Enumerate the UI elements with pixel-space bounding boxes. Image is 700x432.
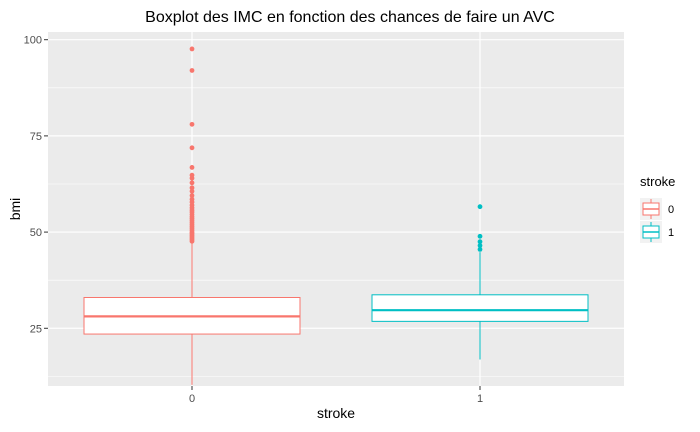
legend-entry-0: 0 bbox=[640, 198, 674, 220]
box-iqr bbox=[371, 294, 589, 322]
outlier-point bbox=[477, 247, 483, 252]
outlier-point bbox=[477, 233, 483, 239]
box-category-0 bbox=[83, 46, 301, 385]
x-tick-label: 1 bbox=[477, 393, 483, 405]
outlier-point bbox=[477, 239, 483, 245]
outlier-point bbox=[189, 172, 195, 178]
outlier-point bbox=[189, 68, 195, 73]
x-axis-title: stroke bbox=[317, 405, 355, 421]
legend-label: 1 bbox=[668, 227, 674, 239]
legend: stroke 0 1 bbox=[640, 174, 675, 243]
outlier-point bbox=[189, 165, 195, 170]
outlier-point bbox=[189, 196, 195, 202]
y-axis-title: bmi bbox=[7, 198, 23, 221]
outlier-point bbox=[189, 188, 195, 194]
outlier-point bbox=[189, 185, 195, 191]
outlier-point bbox=[189, 46, 195, 52]
outlier-point bbox=[189, 121, 195, 127]
box-category-1 bbox=[371, 204, 589, 360]
outlier-point bbox=[477, 204, 483, 210]
y-tick-label: 25 bbox=[30, 323, 42, 335]
y-tick-label: 50 bbox=[30, 227, 42, 239]
axes: 25 50 75 100 0 1 bbox=[24, 35, 483, 405]
x-tick-label: 0 bbox=[189, 393, 195, 405]
chart-title: Boxplot des IMC en fonction des chances … bbox=[145, 9, 555, 26]
legend-title: stroke bbox=[640, 174, 675, 189]
outlier-point bbox=[189, 193, 195, 198]
outlier-point bbox=[477, 243, 483, 248]
outlier-point bbox=[189, 180, 195, 186]
outlier-point bbox=[189, 145, 195, 151]
boxes bbox=[83, 46, 589, 385]
y-tick-label: 100 bbox=[24, 35, 42, 47]
y-tick-label: 75 bbox=[30, 131, 42, 143]
legend-label: 0 bbox=[668, 204, 674, 216]
legend-entry-1: 1 bbox=[640, 221, 674, 243]
